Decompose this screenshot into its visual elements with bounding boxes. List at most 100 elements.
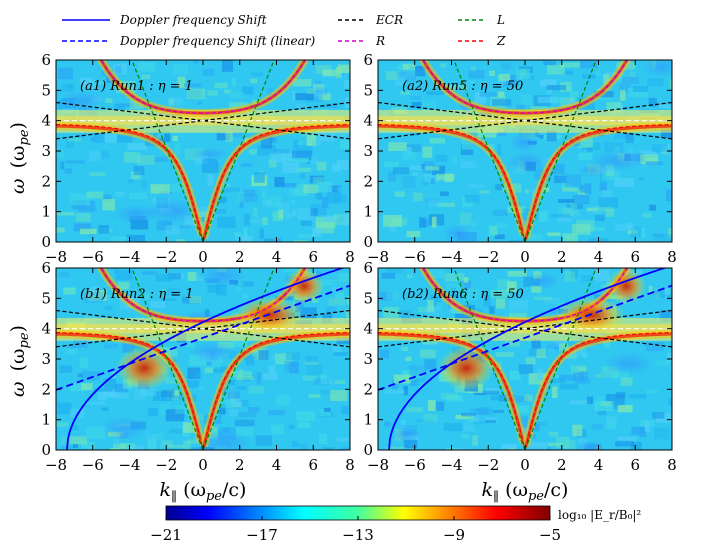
x-tick-label: 6 [630,456,640,474]
legend-label-ecr: ECR [375,13,403,27]
y-tick-label: 4 [41,320,51,338]
panel-label: (b2) Run6 : η = 50 [402,287,524,302]
ecr-line-falling [378,101,672,140]
xlabel-left: k∥ (ωpe/c) [160,479,247,505]
x-tick-label: 4 [594,248,604,266]
colorbar-tick-label: −17 [246,526,278,544]
l-branch-left [453,60,526,242]
hotspot-left [116,346,173,391]
doppler-shift-linear [378,284,672,391]
svg-text:k∥(ωpe/c): k∥ (ωpe/c) [482,479,569,505]
x-tick-label: −4 [118,248,140,266]
panel-plot-area [56,268,350,450]
y-tick-label: 6 [41,259,51,277]
y-tick-label: 4 [363,112,373,130]
x-tick-label: 0 [520,456,530,474]
ylabel-unit-sub: pe [17,129,32,145]
colorbar-tick-label: −9 [443,526,465,544]
panel-plot-area [378,60,672,242]
x-tick-label: 4 [272,248,282,266]
legend-label-z: Z [496,34,506,48]
panel-plot-area [378,268,672,450]
legend-label-doppler: Doppler frequency Shift [119,13,267,27]
x-tick-label: 0 [198,456,208,474]
y-tick-label: 2 [41,172,51,190]
x-tick-label: −6 [404,248,426,266]
x-tick-label: −8 [45,456,67,474]
legend-entry-l: L [458,13,505,27]
y-tick-label: 5 [41,289,51,307]
panel-plot-area [56,60,350,242]
svg-text:ω (ωpe): ω (ωpe) [7,122,32,194]
x-tick-label: 8 [345,248,355,266]
ylabel-unit-sub-2: pe [17,332,32,348]
x-tick-label: 2 [235,248,245,266]
colorbar-ticks: −21 −17 −13 −9 −5 [150,516,561,544]
z-branch-right [524,123,672,241]
ecr-line-rising [56,309,350,348]
panel-3: (b1) Run2 : η = 1 −8 −6 −4 −2 0 2 4 6 8 0 1 2 3 4 5 6 [41,259,355,474]
x-tick-label: 6 [630,248,640,266]
colorbar-tick-label: −13 [342,526,374,544]
x-tick-label: 0 [198,248,208,266]
y-tick-label: 0 [41,441,51,459]
x-tick-label: −4 [118,456,140,474]
r-branch [422,60,628,114]
r-branch [422,268,628,322]
ecr-line-falling [56,101,350,140]
ridge-core [378,124,525,235]
legend: Doppler frequency Shift Doppler frequenc… [62,13,506,48]
y-tick-label: 0 [363,233,373,251]
ridge-core [56,332,203,443]
z-branch-right [202,123,350,241]
panels: (a1) Run1 : η = 1−8 −6 −4 −2 0 2 4 6 80123456(a2… [41,51,677,474]
colorbar: −21 −17 −13 −9 −5 log₁₀ |E_r/B₀|² [150,505,641,544]
legend-label-doppler-linear: Doppler frequency Shift (linear) [119,34,315,48]
doppler-curves [378,268,672,450]
y-tick-label: 3 [41,142,51,160]
x-tick-label: −8 [45,248,67,266]
x-tick-label: 6 [308,456,318,474]
ridge-core [56,124,203,235]
z-branch-right [524,331,672,449]
colorbar-tick-label: −5 [539,526,561,544]
ylabel-unit: (ω [7,145,29,168]
ecr-line-falling [56,309,350,348]
l-branch-right [524,268,597,450]
y-tick-label: 5 [41,81,51,99]
ecr-line-falling [378,309,672,348]
x-tick-label: 0 [520,248,530,266]
x-axis-ticks: −8 −6 −4 −2 0 2 4 6 8 [45,60,355,266]
z-branch-right [202,331,350,449]
doppler-curves [56,268,350,450]
theory-curves [56,268,350,450]
z-branch-left [56,331,203,447]
y-tick-label: 3 [363,350,373,368]
x-tick-label: −8 [367,456,389,474]
legend-entry-doppler: Doppler frequency Shift [62,13,267,27]
y-tick-label: 4 [41,112,51,130]
ylabel-bottom: ω (ωpe) [7,325,32,397]
y-tick-label: 1 [363,411,373,429]
colorbar-tick-label: −21 [150,526,182,544]
doppler-shift-curve [388,268,668,450]
xlabel-symbol: k [160,479,172,501]
svg-text:k∥(ωpe/c): k∥ (ωpe/c) [160,479,247,505]
y-tick-label: 2 [41,380,51,398]
panel-2: (a2) Run5 : η = 50 −8 −6 −4 −2 0 2 4 6 8 0 1 2 3 4 5 6 [363,51,676,266]
x-tick-label: −6 [82,456,104,474]
colorbar-label: log₁₀ |E_r/B₀|² [558,508,641,522]
xlabel-sub: ∥ [171,490,177,505]
x-tick-label: −8 [367,248,389,266]
xlabel-sub-2: ∥ [493,490,499,505]
legend-label-l: L [496,13,505,27]
x-axis-ticks: −8 −6 −4 −2 0 2 4 6 8 [367,268,677,474]
x-axis-ticks: −8 −6 −4 −2 0 2 4 6 8 [45,268,355,474]
l-branch-left [131,60,204,242]
y-tick-label: 0 [363,441,373,459]
y-tick-label: 5 [363,289,373,307]
panel-4: (b2) Run6 : η = 50 −8 −6 −4 −2 0 2 4 6 8 0 1 2 3 4 5 6 [363,259,677,474]
panel-label: (a1) Run1 : η = 1 [80,79,193,94]
x-tick-label: −6 [82,248,104,266]
